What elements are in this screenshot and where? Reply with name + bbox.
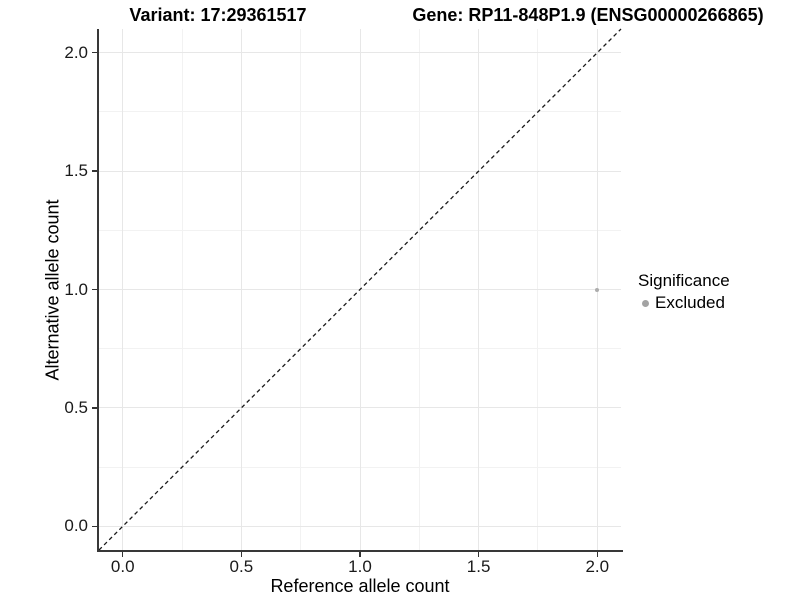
legend-title: Significance: [638, 271, 730, 290]
x-tick-mark: [477, 552, 480, 557]
x-tick-label: 0.0: [110, 557, 135, 576]
x-tick-mark: [121, 552, 124, 557]
y-tick-mark: [92, 51, 97, 54]
x-axis-line: [97, 550, 623, 552]
y-tick-label: 0.0: [64, 516, 88, 536]
y-tick-label: 0.5: [64, 397, 88, 417]
y-tick-mark: [92, 525, 97, 528]
y-tick-mark: [92, 288, 97, 291]
data-point: [595, 287, 600, 292]
legend-item-label: Excluded: [655, 293, 725, 312]
legend-item-excluded: Excluded: [638, 293, 730, 313]
x-tick-mark: [240, 552, 243, 557]
x-axis-title: Reference allele count: [270, 576, 450, 596]
excluded-marker-icon: [642, 299, 649, 307]
y-major-gridline: [99, 525, 621, 527]
x-tick-label: 0.5: [229, 557, 254, 576]
x-tick-mark: [359, 552, 361, 557]
y-tick-mark: [92, 170, 97, 172]
y-major-gridline: [99, 170, 621, 172]
plot-panel: [98, 28, 622, 551]
y-tick-label: 1.0: [64, 279, 88, 299]
y-major-gridline: [99, 407, 621, 409]
y-tick-label: 2.0: [64, 42, 88, 62]
y-major-gridline: [99, 52, 621, 54]
legend: Significance Excluded: [638, 270, 730, 313]
x-tick-mark: [596, 552, 599, 557]
x-tick-label: 1.5: [466, 557, 491, 576]
identity-dashed-line: [98, 28, 622, 551]
y-tick-mark: [92, 407, 97, 409]
y-tick-label: 1.5: [64, 161, 88, 181]
x-tick-label: 2.0: [585, 557, 610, 576]
variant-title: Variant: 17:29361517: [129, 5, 307, 25]
gene-title: Gene: RP11-848P1.9 (ENSG00000266865): [412, 5, 764, 25]
x-tick-label: 1.0: [348, 557, 372, 576]
y-axis-line: [97, 29, 99, 552]
